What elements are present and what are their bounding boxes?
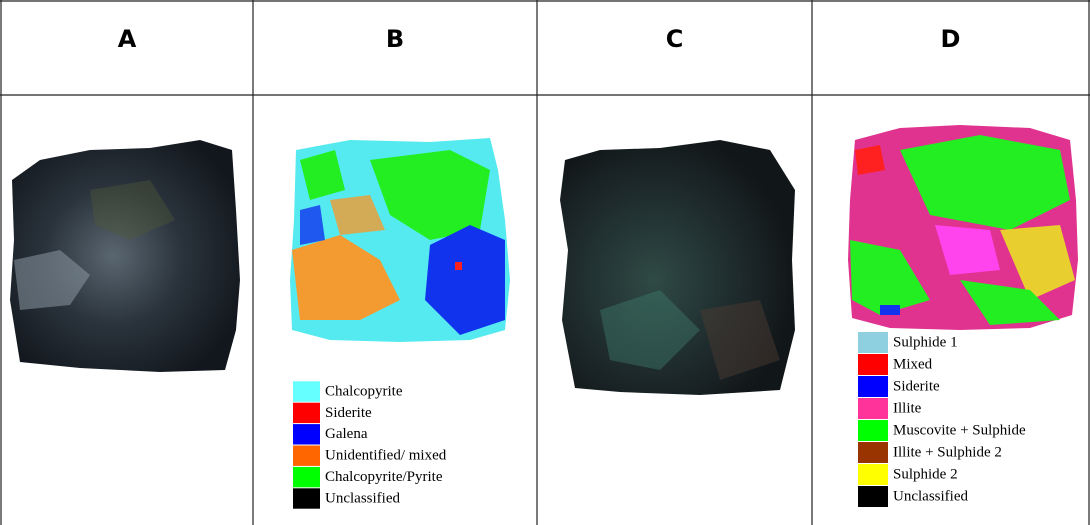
legend-swatch (293, 445, 320, 466)
legend-label: Sulphide 2 (893, 466, 958, 482)
rock-photo-a (10, 140, 240, 372)
legend-swatch (858, 398, 888, 419)
legend-swatch (293, 402, 320, 424)
panel-label: C (666, 25, 684, 53)
legend-swatch (858, 332, 888, 353)
legend-label: Mixed (893, 356, 933, 372)
legend-swatch (858, 376, 888, 397)
panel-label: A (118, 25, 137, 53)
legend-swatch (858, 486, 888, 507)
legend-swatch (293, 488, 320, 509)
panel-label: D (941, 25, 961, 53)
legend-label: Galena (325, 426, 368, 442)
legend-swatch (293, 424, 320, 445)
legend-swatch (858, 354, 888, 375)
legend-swatch (858, 464, 888, 485)
rock-photo-c (560, 140, 795, 395)
legend-label: Illite (893, 400, 922, 416)
legend-label: Muscovite + Sulphide (893, 422, 1026, 438)
mineral-map-b (290, 138, 510, 342)
legend-label: Siderite (893, 378, 940, 394)
legend-label: Chalcopyrite/Pyrite (325, 469, 443, 485)
legend-label: Unclassified (325, 490, 400, 506)
legend-label: Unidentified/ mixed (325, 448, 447, 464)
mineral-map-d (848, 125, 1078, 330)
legend-swatch (293, 381, 320, 402)
legend-label: Sulphide 1 (893, 334, 958, 350)
legend-label: Unclassified (893, 488, 968, 504)
legend-swatch (293, 466, 320, 488)
legend-label: Siderite (325, 405, 372, 421)
legend-swatch (858, 442, 888, 463)
legend-label: Illite + Sulphide 2 (893, 444, 1002, 460)
legend-label: Chalcopyrite (325, 383, 403, 399)
legend-swatch (858, 420, 888, 441)
panel-label: B (386, 25, 404, 53)
